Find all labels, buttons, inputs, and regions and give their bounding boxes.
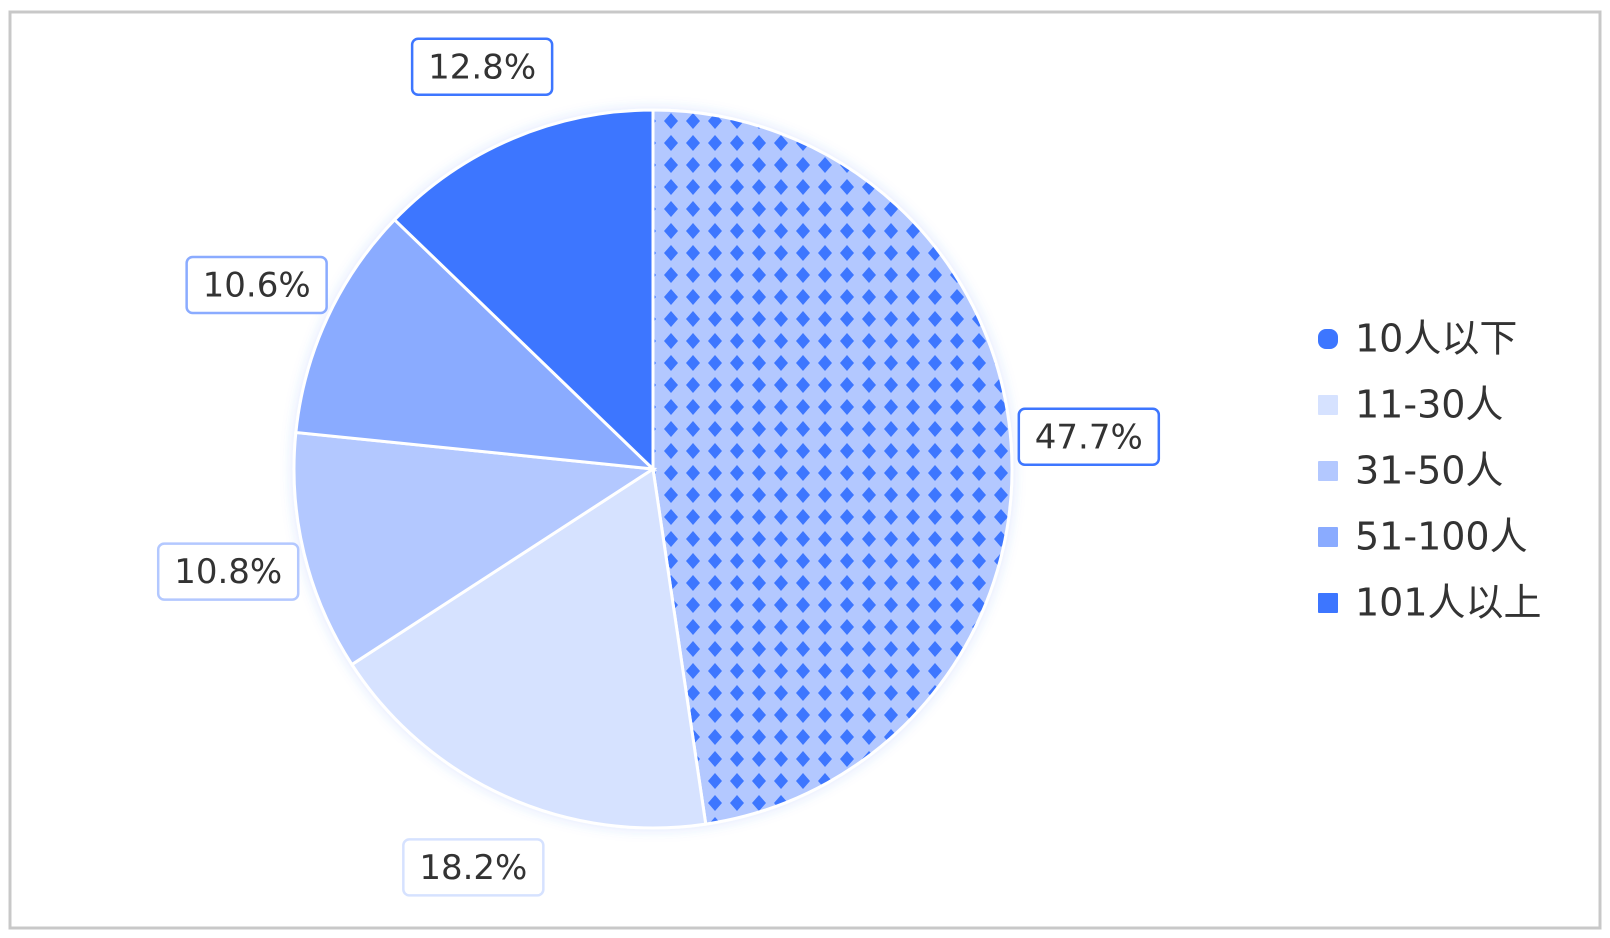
data-label-box	[402, 838, 545, 897]
pie	[292, 108, 1014, 830]
pie-slice	[651, 108, 1014, 826]
legend-label: 101人以上	[1355, 581, 1542, 625]
legend-label: 31-50人	[1355, 449, 1503, 493]
data-label: 12.8%	[428, 47, 536, 87]
data-label-box	[185, 255, 328, 315]
legend-marker	[1318, 527, 1338, 547]
data-label: 47.7%	[1035, 417, 1143, 457]
data-label: 10.8%	[174, 552, 282, 592]
data-label: 10.6%	[203, 265, 311, 305]
legend-label: 51-100人	[1355, 515, 1528, 559]
pie-slice	[392, 108, 655, 473]
legend-label: 10人以下	[1355, 317, 1517, 361]
legend-marker	[1318, 329, 1338, 349]
data-label-box	[410, 37, 554, 97]
pie-slice	[292, 430, 658, 667]
legend-marker	[1318, 461, 1338, 481]
legend-marker	[1318, 395, 1338, 415]
pie-slice	[349, 466, 708, 830]
data-label-box	[1017, 407, 1161, 467]
legend-marker	[1318, 593, 1338, 613]
pie-slice	[294, 217, 658, 471]
data-label-box	[156, 542, 300, 601]
legend-label: 11-30人	[1355, 383, 1503, 427]
data-label: 18.2%	[419, 848, 527, 888]
